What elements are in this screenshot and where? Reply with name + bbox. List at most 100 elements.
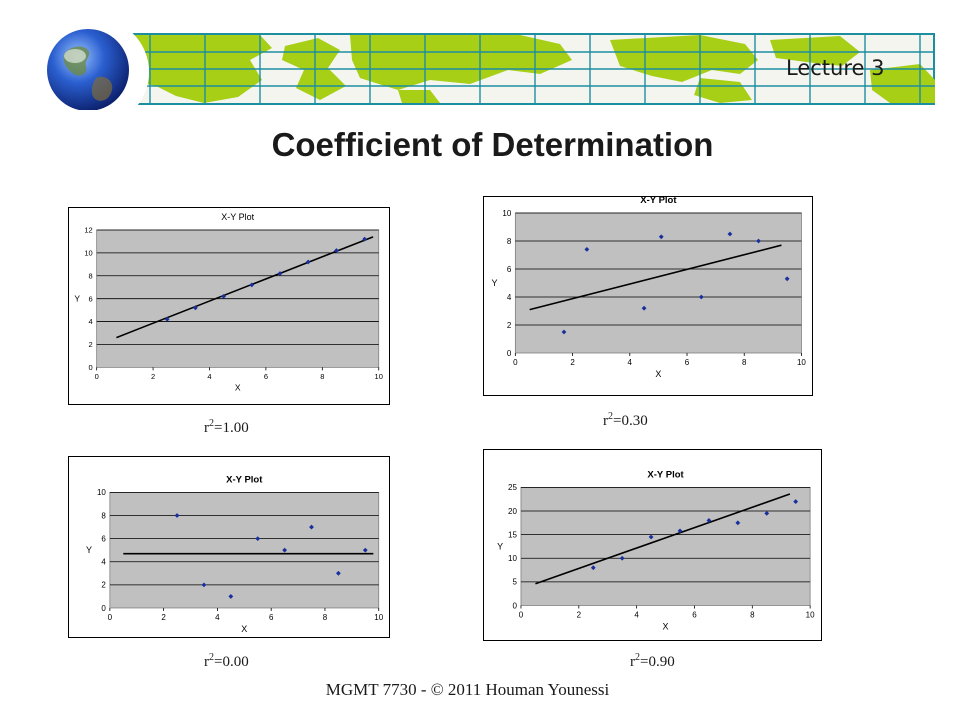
y-tick-label: 12: [84, 226, 92, 235]
chart-title: X-Y Plot: [640, 196, 677, 206]
x-tick-label: 4: [628, 358, 633, 367]
x-tick-label: 0: [95, 372, 99, 381]
x-tick-label: 0: [519, 610, 524, 619]
x-axis-label: X: [235, 382, 241, 392]
chart-r2-0-30: 0 2 4 6 8 10 0 2 4 6 8 10 X-Y Plot X Y: [483, 196, 813, 396]
data-point: [784, 276, 790, 282]
data-point: [255, 536, 261, 542]
y-tick-label: 10: [84, 248, 92, 257]
x-tick-label: 10: [806, 610, 815, 619]
data-point: [698, 294, 704, 300]
data-point: [641, 305, 647, 311]
trendline: [529, 244, 782, 311]
y-tick-label: 10: [508, 554, 517, 563]
caption-r2-1-00: r2=1.00: [204, 418, 249, 436]
chart-title: X-Y Plot: [226, 474, 263, 485]
data-point: [174, 513, 180, 518]
chart-r2-0-00: 0 2 4 6 8 10 0 2 4 6 8 10 X-Y Plot X Y: [68, 456, 390, 638]
y-tick-label: 4: [101, 558, 106, 567]
data-point: [305, 259, 311, 265]
data-point: [192, 305, 198, 311]
x-tick-label: 4: [207, 372, 211, 381]
chart-r2-1-00: 0 2 4 6 8 10 12 0 2 4 6 8 10 X-Y Plot X Y: [68, 207, 390, 405]
plot-area: [520, 487, 811, 606]
lecture-label: Lecture 3: [786, 56, 885, 80]
y-tick-label: 0: [88, 363, 92, 372]
y-tick-label: 0: [513, 601, 518, 610]
data-point: [282, 547, 288, 553]
x-tick-label: 6: [264, 372, 268, 381]
x-axis-label: X: [655, 369, 661, 379]
data-point: [561, 329, 567, 335]
data-point: [164, 316, 170, 322]
data-point: [793, 499, 799, 504]
data-point: [648, 534, 654, 540]
x-tick-label: 10: [797, 358, 806, 367]
x-axis-label: X: [663, 621, 669, 631]
y-tick-label: 4: [507, 293, 512, 302]
x-tick-label: 6: [269, 613, 274, 622]
y-tick-label: 25: [508, 483, 517, 492]
data-point: [584, 247, 590, 252]
y-tick-label: 0: [101, 604, 106, 613]
data-point: [228, 594, 234, 599]
x-tick-label: 8: [742, 358, 747, 367]
x-tick-label: 8: [750, 610, 755, 619]
slide-title: Coefficient of Determination: [271, 126, 714, 163]
chart-title: X-Y Plot: [647, 469, 684, 480]
x-tick-label: 4: [634, 610, 639, 619]
x-tick-label: 6: [692, 610, 697, 619]
chart-title: X-Y Plot: [221, 212, 254, 222]
y-axis-label: Y: [86, 545, 92, 555]
y-tick-label: 6: [88, 294, 92, 303]
y-tick-label: 6: [101, 534, 106, 543]
data-point: [277, 271, 283, 276]
y-axis-label: Y: [74, 294, 80, 304]
data-point: [334, 248, 339, 253]
header-banner: [40, 18, 935, 110]
y-tick-label: 2: [101, 581, 106, 590]
y-axis-label: Y: [492, 278, 498, 288]
y-tick-label: 0: [507, 349, 512, 358]
y-tick-label: 5: [513, 578, 518, 587]
x-tick-label: 0: [108, 613, 113, 622]
caption-r2-0-00: r2=0.00: [204, 652, 249, 670]
y-tick-label: 6: [507, 265, 512, 274]
data-point: [362, 547, 368, 553]
data-point: [735, 520, 741, 526]
y-tick-label: 15: [508, 530, 517, 539]
caption-r2-0-90: r2=0.90: [630, 652, 675, 670]
y-tick-label: 20: [508, 507, 517, 516]
x-tick-label: 0: [513, 358, 518, 367]
x-tick-label: 4: [215, 613, 220, 622]
y-axis-label: Y: [497, 541, 503, 551]
trendline: [116, 236, 374, 339]
y-tick-label: 8: [88, 271, 92, 280]
data-point: [677, 528, 683, 534]
y-tick-label: 8: [507, 237, 512, 246]
y-tick-label: 8: [101, 511, 106, 520]
data-point: [658, 234, 664, 240]
globe-icon: [47, 29, 129, 110]
x-axis-label: X: [241, 624, 247, 634]
data-point: [221, 293, 226, 299]
data-point: [335, 570, 341, 576]
chart-r2-0-90: 0 5 10 15 20 25 0 2 4 6 8 10 X-Y Plot X Y: [483, 449, 822, 641]
data-point: [362, 236, 368, 242]
y-tick-label: 10: [502, 209, 511, 218]
data-point: [309, 524, 314, 530]
y-tick-label: 4: [88, 317, 92, 326]
x-tick-label: 8: [320, 372, 324, 381]
x-tick-label: 2: [161, 613, 166, 622]
slide-footer: MGMT 7730 - © 2011 Houman Younessi: [325, 680, 610, 699]
x-tick-label: 2: [570, 358, 575, 367]
data-point: [201, 582, 207, 588]
x-tick-label: 10: [374, 613, 383, 622]
trendline: [535, 493, 791, 585]
x-tick-label: 2: [577, 610, 582, 619]
caption-r2-0-30: r2=0.30: [603, 411, 648, 429]
x-tick-label: 2: [151, 372, 155, 381]
x-tick-label: 8: [323, 613, 328, 622]
data-point: [590, 565, 596, 571]
x-tick-label: 10: [375, 372, 383, 381]
